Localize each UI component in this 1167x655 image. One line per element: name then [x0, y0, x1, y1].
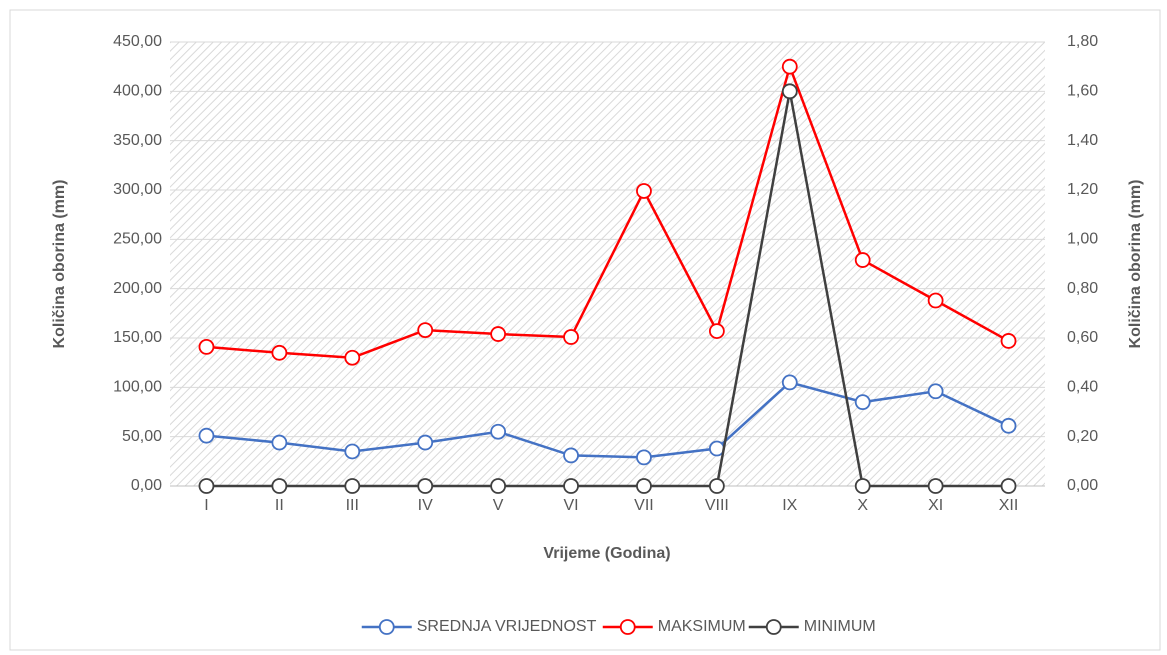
y-axis-title: Količina oborina (mm) [51, 180, 68, 349]
point [490, 478, 507, 494]
x-tick-label: X [857, 497, 868, 514]
point [927, 292, 944, 309]
point [1000, 478, 1017, 494]
x-tick-label: VIII [705, 497, 729, 514]
point [854, 394, 871, 411]
x-tick-label: XI [928, 497, 943, 514]
y2-tick-label: 0,20 [1067, 428, 1098, 445]
point [344, 478, 361, 494]
point [927, 478, 944, 494]
y2-tick-label: 0,60 [1067, 329, 1098, 346]
y2-axis-title: Količina oborina (mm) [1127, 180, 1144, 349]
series-line [206, 62, 1010, 359]
y2-tick-label: 0,00 [1067, 477, 1098, 494]
point [417, 322, 434, 339]
point [563, 447, 579, 464]
y-tick-label: 450,00 [113, 33, 162, 50]
x-axis-title: Vrijeme (Godina) [543, 545, 670, 562]
point [1000, 417, 1017, 434]
y2-tick-label: 1,40 [1067, 132, 1098, 149]
point [563, 478, 579, 494]
y-tick-label: 100,00 [113, 379, 162, 396]
point [781, 83, 798, 100]
point [1000, 333, 1017, 349]
legend-label: SREDNJA VRIJEDNOST [417, 618, 597, 635]
point [344, 443, 361, 460]
point [854, 252, 871, 268]
point [198, 478, 215, 494]
x-tick-label: II [275, 497, 284, 514]
legend-label: MAKSIMUM [658, 618, 746, 635]
y2-tick-label: 0,40 [1067, 379, 1098, 396]
point [417, 434, 434, 451]
y2-tick-label: 1,80 [1067, 33, 1098, 50]
point [636, 478, 652, 494]
x-tick-label: III [346, 497, 359, 514]
y2-tick-label: 0,80 [1067, 280, 1098, 297]
y-tick-label: 0,00 [131, 477, 162, 494]
x-tick-label: VII [634, 497, 654, 514]
y-tick-label: 400,00 [113, 83, 162, 100]
y2-tick-label: 1,00 [1067, 231, 1098, 248]
legend-label: MINIMUM [804, 618, 876, 635]
point [490, 326, 507, 342]
y-tick-label: 300,00 [113, 181, 162, 198]
point [781, 374, 798, 391]
y-tick-label: 50,00 [122, 428, 162, 445]
point [198, 338, 215, 355]
y-tick-label: 350,00 [113, 132, 162, 149]
point [636, 449, 652, 466]
point [636, 183, 652, 199]
x-tick-label: IV [418, 497, 433, 514]
x-tick-label: I [204, 497, 208, 514]
point [490, 423, 507, 440]
point [271, 344, 288, 361]
point [271, 478, 288, 494]
y-tick-label: 250,00 [113, 231, 162, 248]
y2-tick-label: 1,60 [1067, 83, 1098, 100]
x-tick-label: IX [782, 497, 797, 514]
point [563, 329, 579, 345]
point [854, 478, 871, 494]
y2-tick-label: 1,20 [1067, 181, 1098, 198]
series-line [206, 381, 1010, 459]
x-tick-label: XII [999, 497, 1019, 514]
point [708, 478, 725, 494]
y-tick-label: 200,00 [113, 280, 162, 297]
legend-marker [378, 619, 395, 635]
x-tick-label: V [493, 497, 504, 514]
point [417, 478, 434, 494]
point [271, 434, 288, 451]
series-line [206, 91, 1009, 488]
x-tick-label: VI [563, 497, 578, 514]
point [708, 323, 725, 339]
point [781, 58, 798, 75]
legend-marker [765, 619, 782, 635]
legend-marker [619, 619, 636, 635]
point [344, 349, 361, 366]
point [198, 427, 215, 444]
point [927, 383, 944, 400]
y-tick-label: 150,00 [113, 329, 162, 346]
